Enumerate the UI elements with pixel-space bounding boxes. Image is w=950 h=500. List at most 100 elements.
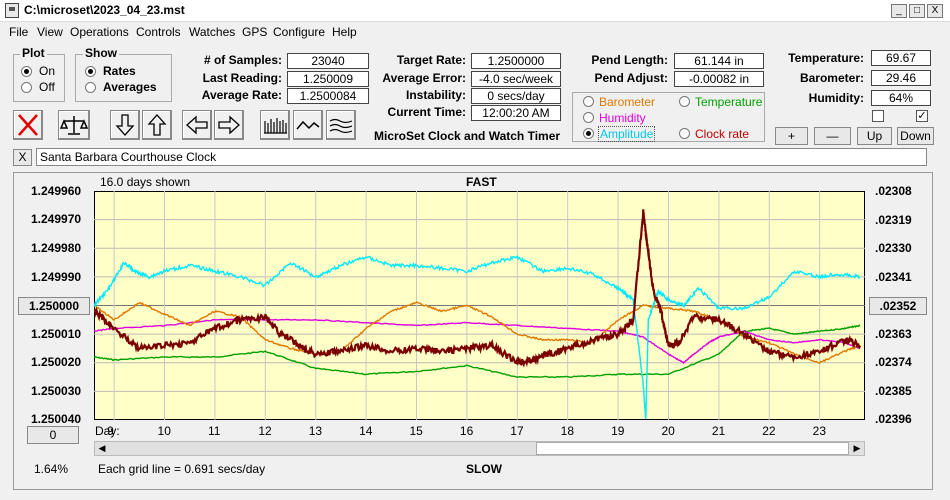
wave-icon xyxy=(296,120,320,130)
x-tick-label: 20 xyxy=(661,424,675,438)
menu-bar: File View Operations Controls Watches GP… xyxy=(0,22,950,42)
scroll-up-button[interactable]: Up xyxy=(857,127,892,145)
right-tick-label: .02341 xyxy=(875,270,912,284)
scale-minus-button[interactable]: — xyxy=(814,127,851,145)
overlay-temperature-label: Temperature xyxy=(695,95,763,109)
slow-label: SLOW xyxy=(466,462,502,476)
arrow-left-icon xyxy=(186,115,208,135)
right-tick-label: .02363 xyxy=(875,327,912,341)
scroll-right-button[interactable] xyxy=(214,110,244,140)
left-option-checkbox[interactable] xyxy=(872,110,884,122)
overlay-temperature-radio[interactable] xyxy=(679,96,690,107)
x-tick-label: 11 xyxy=(207,424,221,438)
app-icon[interactable] xyxy=(5,3,19,18)
plot-off-radio[interactable] xyxy=(21,82,32,93)
x-tick-label: 15 xyxy=(409,424,423,438)
menu-controls[interactable]: Controls xyxy=(136,25,181,39)
menu-gps[interactable]: GPS xyxy=(242,25,268,39)
x-tick-label: 23 xyxy=(812,424,826,438)
y-tick-label: 1.249990 xyxy=(31,270,82,284)
average-error-label: Average Error: xyxy=(382,71,466,85)
overlay-humidity-label: Humidity xyxy=(599,111,646,125)
plot-off-label: Off xyxy=(39,80,55,94)
average-rate-label: Average Rate: xyxy=(201,88,282,102)
multi-line-button[interactable] xyxy=(326,110,356,140)
x-tick-label: 13 xyxy=(308,424,323,438)
right-option-checkbox[interactable]: ✓ xyxy=(916,110,928,122)
y-tick-label: 1.249970 xyxy=(31,212,82,226)
x-tick-label: 16 xyxy=(459,424,474,438)
scale-plus-button[interactable]: + xyxy=(775,127,808,145)
right-tick-label: .02385 xyxy=(875,384,912,398)
series-line-temperature xyxy=(94,324,861,379)
overlay-options-group xyxy=(572,92,765,142)
show-rates-label: Rates xyxy=(103,64,136,78)
show-averages-radio[interactable] xyxy=(85,82,96,93)
right-tick-label: .02396 xyxy=(875,412,912,426)
overlay-clock-rate-radio[interactable] xyxy=(679,128,690,139)
rate-up-button[interactable] xyxy=(142,110,172,140)
menu-file[interactable]: File xyxy=(9,25,29,39)
last-reading-label: Last Reading: xyxy=(202,71,282,85)
average-error-value: -4.0 sec/week xyxy=(471,71,561,87)
clear-name-button[interactable]: X xyxy=(13,149,32,166)
show-averages-label: Averages xyxy=(103,80,157,94)
scroll-left-icon[interactable]: ◀ xyxy=(98,443,106,453)
humidity-value: 64% xyxy=(871,90,931,106)
show-rates-radio[interactable] xyxy=(85,66,96,77)
maximize-button[interactable]: □ xyxy=(909,4,925,18)
scroll-right-icon[interactable]: ▶ xyxy=(853,443,861,453)
pend-adjust-value: -0.00082 in xyxy=(674,71,764,87)
days-shown-label: 16.0 days shown xyxy=(100,175,191,189)
scrollbar-thumb[interactable] xyxy=(536,442,849,455)
plot-on-label: On xyxy=(39,64,56,78)
scroll-left-button[interactable] xyxy=(182,110,212,140)
fast-label: FAST xyxy=(466,175,497,189)
right-tick-label: .02319 xyxy=(875,213,912,227)
raw-data-button[interactable] xyxy=(260,110,290,140)
rate-chart[interactable] xyxy=(94,191,865,420)
y-tick-label: 1.250020 xyxy=(31,355,82,369)
balance-button[interactable] xyxy=(58,110,90,140)
plot-on-radio[interactable] xyxy=(21,66,32,77)
y-tick-label: 1.250040 xyxy=(31,412,82,426)
right-tick-label: .02308 xyxy=(875,184,912,198)
overlay-barometer-label: Barometer xyxy=(599,95,656,109)
right-center-button[interactable]: .02352 xyxy=(869,297,927,315)
clock-name-input[interactable]: Santa Barbara Courthouse Clock xyxy=(36,148,927,166)
last-reading-value: 1.250009 xyxy=(287,71,369,87)
overlay-amplitude-radio[interactable] xyxy=(583,128,594,139)
rate-down-button[interactable] xyxy=(110,110,140,140)
menu-watches[interactable]: Watches xyxy=(189,25,236,39)
barometer-value: 29.46 xyxy=(871,70,931,86)
red-x-icon xyxy=(18,114,38,136)
plot-group-title: Plot xyxy=(20,46,47,60)
menu-configure[interactable]: Configure xyxy=(273,25,326,39)
bar-spikes-icon xyxy=(264,118,287,134)
menu-help[interactable]: Help xyxy=(332,25,357,39)
close-button[interactable]: X xyxy=(927,4,943,18)
menu-view[interactable]: View xyxy=(37,25,63,39)
right-tick-label: .02330 xyxy=(875,241,912,255)
scroll-down-button[interactable]: Down xyxy=(897,127,934,145)
smooth-line-button[interactable] xyxy=(293,110,323,140)
zero-button[interactable]: 0 xyxy=(27,426,79,444)
overlay-barometer-radio[interactable] xyxy=(583,96,594,107)
overlay-humidity-radio[interactable] xyxy=(583,112,594,123)
arrow-down-icon xyxy=(115,114,135,136)
overlay-clock-rate-label: Clock rate xyxy=(695,127,750,141)
show-group-title: Show xyxy=(83,46,119,60)
center-rate-button[interactable]: 1.250000 xyxy=(18,297,90,315)
minimize-button[interactable]: _ xyxy=(891,4,907,18)
scale-balance-icon xyxy=(59,116,89,135)
window-title: C:\microset\2023_04_23.mst xyxy=(24,3,185,17)
y-tick-label: 1.249980 xyxy=(31,241,82,255)
menu-operations[interactable]: Operations xyxy=(70,25,129,39)
stop-button[interactable] xyxy=(13,110,43,140)
samples-label: # of Samples: xyxy=(203,53,282,67)
y-tick-label: 1.250010 xyxy=(31,327,82,341)
barometer-label: Barometer: xyxy=(799,71,864,85)
x-tick-label: 22 xyxy=(762,424,776,438)
instability-value: 0 secs/day xyxy=(471,88,561,104)
percent-label: 1.64% xyxy=(34,462,69,476)
